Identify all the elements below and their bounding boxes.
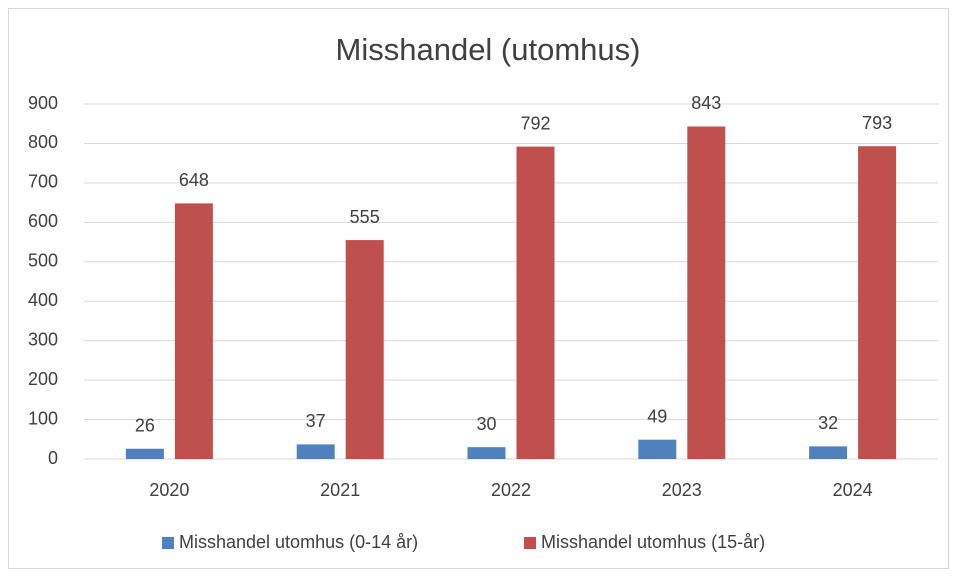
x-tick-label: 2021 bbox=[320, 480, 360, 500]
data-label: 555 bbox=[350, 207, 380, 227]
y-tick-label: 300 bbox=[28, 329, 58, 349]
bar bbox=[858, 146, 897, 459]
legend-swatch bbox=[162, 537, 174, 549]
data-label: 26 bbox=[135, 415, 155, 435]
legend-label: Misshandel utomhus (0-14 år) bbox=[179, 532, 418, 552]
data-label: 49 bbox=[647, 406, 667, 426]
bar bbox=[125, 448, 164, 459]
y-tick-label: 900 bbox=[28, 93, 58, 113]
legend-label: Misshandel utomhus (15-år) bbox=[541, 532, 765, 552]
y-tick-label: 600 bbox=[28, 211, 58, 231]
bar bbox=[809, 446, 848, 459]
x-tick-label: 2022 bbox=[491, 480, 531, 500]
data-label: 30 bbox=[476, 414, 496, 434]
chart-title: Misshandel (utomhus) bbox=[336, 32, 641, 67]
x-tick-label: 2024 bbox=[833, 480, 873, 500]
data-label: 37 bbox=[306, 411, 326, 431]
data-label: 648 bbox=[179, 170, 209, 190]
data-label: 32 bbox=[818, 413, 838, 433]
x-tick-label: 2020 bbox=[149, 480, 189, 500]
legend-swatch bbox=[524, 537, 536, 549]
bar bbox=[467, 447, 506, 459]
y-tick-label: 200 bbox=[28, 369, 58, 389]
data-label: 793 bbox=[862, 113, 892, 133]
chart-frame bbox=[8, 8, 949, 569]
y-tick-label: 400 bbox=[28, 290, 58, 310]
bar bbox=[345, 240, 384, 459]
y-tick-label: 100 bbox=[28, 408, 58, 428]
y-tick-label: 500 bbox=[28, 251, 58, 271]
bar bbox=[296, 444, 335, 459]
data-label: 792 bbox=[520, 113, 550, 133]
y-tick-label: 800 bbox=[28, 132, 58, 152]
bar bbox=[638, 439, 677, 459]
y-tick-label: 700 bbox=[28, 172, 58, 192]
data-label: 843 bbox=[691, 93, 721, 113]
bar bbox=[687, 126, 726, 459]
bar bbox=[516, 146, 555, 459]
bar bbox=[174, 203, 213, 459]
y-tick-label: 0 bbox=[48, 448, 58, 468]
x-tick-label: 2023 bbox=[662, 480, 702, 500]
